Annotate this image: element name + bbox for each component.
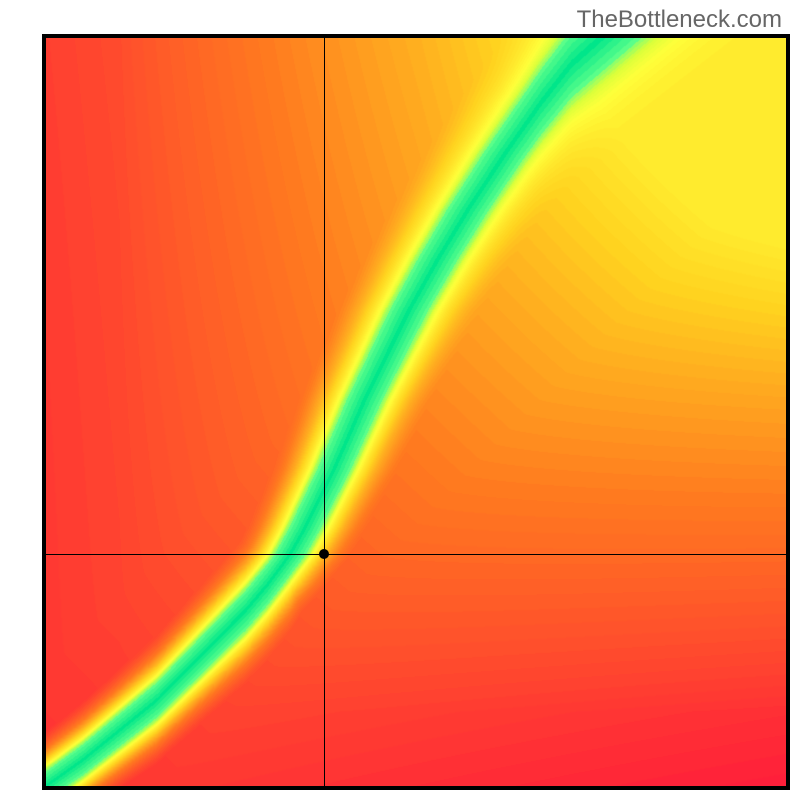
chart-container: { "watermark": { "text": "TheBottleneck.… [0, 0, 800, 800]
bottleneck-heatmap [46, 38, 786, 786]
plot-outer-frame [42, 34, 790, 790]
watermark-text: TheBottleneck.com [577, 6, 782, 34]
crosshair-vertical [324, 38, 325, 786]
selected-point-marker [319, 549, 329, 559]
crosshair-horizontal [46, 554, 786, 555]
